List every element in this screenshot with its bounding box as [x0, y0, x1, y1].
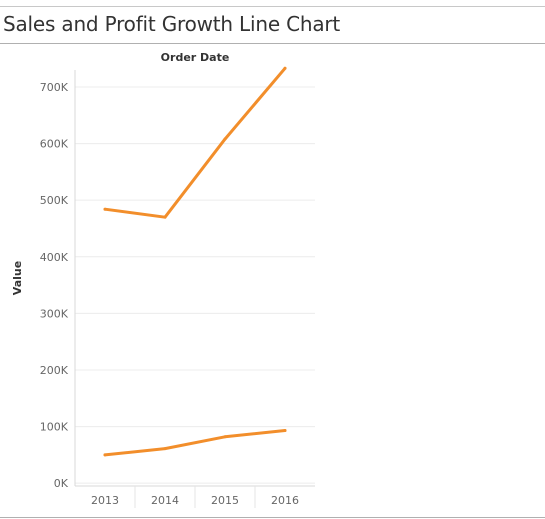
y-tick-label: 700K: [40, 81, 69, 94]
y-tick-label: 600K: [40, 138, 69, 151]
y-axis-ticks: 0K 100K 200K 300K 400K 500K 600K 700K: [40, 81, 69, 490]
series-line-1: [103, 66, 287, 219]
x-tick-label: 2015: [211, 494, 239, 507]
x-axis-header: Order Date: [160, 51, 230, 64]
y-tick-label: 200K: [40, 364, 69, 377]
y-tick-label: 400K: [40, 251, 69, 264]
page-title: Sales and Profit Growth Line Chart: [3, 12, 341, 36]
data-point: [223, 137, 227, 141]
y-tick-label: 500K: [40, 194, 69, 207]
top-divider: [0, 6, 545, 7]
y-tick-label: 300K: [40, 307, 69, 320]
y-axis-label: Value: [11, 261, 24, 295]
data-point: [283, 429, 287, 433]
data-point: [103, 207, 107, 211]
y-tick-label: 100K: [40, 421, 69, 434]
x-axis-ticks: 2013 2014 2015 2016: [91, 494, 299, 507]
axes: [74, 70, 315, 508]
x-tick-label: 2014: [151, 494, 179, 507]
title-divider: [0, 43, 545, 44]
data-point: [283, 66, 287, 70]
bottom-divider: [0, 517, 545, 518]
series-line-2: [103, 429, 287, 457]
x-tick-label: 2016: [271, 494, 299, 507]
x-tick-label: 2013: [91, 494, 119, 507]
y-tick-label: 0K: [54, 477, 69, 490]
gridlines: [75, 86, 315, 484]
data-point: [163, 215, 167, 219]
series-group: [103, 66, 287, 457]
data-point: [223, 435, 227, 439]
data-point: [163, 447, 167, 451]
data-point: [103, 453, 107, 457]
